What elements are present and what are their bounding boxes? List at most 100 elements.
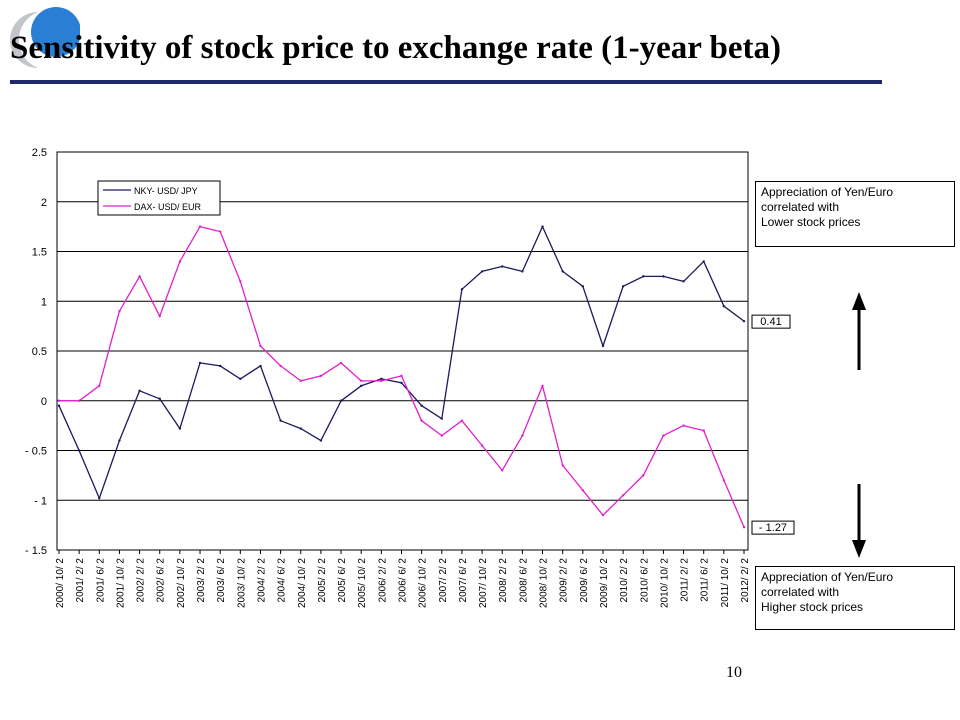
data-point [299,427,302,430]
oecd-logo [10,7,80,68]
data-point [138,275,141,278]
legend-label: DAX- USD/ EUR [134,202,202,212]
x-tick-label: 2006/ 6/ 2 [398,558,409,603]
x-tick-label: 2009/ 10/ 2 [599,558,610,608]
x-tick-label: 2007/ 6/ 2 [458,558,469,603]
data-point [339,361,343,365]
data-point [118,310,121,313]
data-point [178,260,182,263]
data-point [239,280,242,283]
data-point [299,379,302,383]
x-tick-label: 2011/ 10/ 2 [720,558,731,608]
data-point [158,314,161,318]
data-point [621,494,625,497]
data-point [218,364,222,368]
x-tick-label: 2003/ 10/ 2 [236,558,247,608]
data-point [682,280,685,283]
data-point [198,361,202,365]
data-point [57,404,61,407]
x-tick-label: 2007/ 10/ 2 [478,558,489,608]
data-point [57,399,61,402]
data-point [662,275,665,278]
x-tick-label: 2002/ 2/ 2 [136,558,147,603]
note-lower-stock-prices: Appreciation of Yen/Euro correlated with… [755,181,955,247]
data-point [642,275,645,278]
data-point [77,449,81,452]
data-point [420,404,423,407]
y-tick-label: 1 [41,296,47,308]
up-arrow-icon [852,292,866,370]
data-point [198,225,202,228]
x-tick-label: 2004/ 2/ 2 [256,558,267,603]
data-point [521,434,524,437]
data-point [601,344,605,348]
x-tick-label: 2006/ 2/ 2 [377,558,388,603]
x-tick-label: 2012/ 2/ 2 [740,558,751,603]
end-value-box [751,314,791,329]
data-point [621,285,625,288]
note-bottom-line-1: Appreciation of Yen/Euro [761,570,894,584]
x-tick-label: 2002/ 10/ 2 [176,558,187,608]
x-tick-label: 2011/ 2/ 2 [680,558,691,602]
data-point [380,379,383,383]
legend-label: NKY- USD/ JPY [134,186,198,196]
data-point [561,464,564,467]
x-tick-label: 2008/ 6/ 2 [518,558,529,603]
data-point [440,434,443,437]
note-top-line-3: Lower stock prices [761,215,861,229]
x-tick-label: 2001/ 2/ 2 [75,558,86,603]
data-point [239,377,242,381]
data-point [339,399,343,402]
data-point [360,384,363,388]
data-point [480,444,484,447]
data-point [642,474,645,477]
data-point [158,397,161,400]
x-tick-label: 2004/ 6/ 2 [277,558,288,603]
data-point [541,384,544,388]
x-tick-label: 2010/ 6/ 2 [639,558,650,603]
data-point [259,364,262,368]
x-tick-label: 2010/ 2/ 2 [619,558,630,603]
note-top-line-2: correlated with [761,200,840,214]
x-tick-label: 2005/ 2/ 2 [317,558,328,603]
data-point [138,389,141,392]
data-point [501,469,504,472]
data-point [742,525,746,529]
legend-box [97,180,221,216]
y-tick-label: - 0.5 [25,446,47,458]
end-value-label: - 1.27 [759,522,787,534]
x-tick-label: 2005/ 10/ 2 [357,558,368,608]
data-point [259,344,262,348]
y-tick-label: 1.5 [32,247,47,259]
title-rule [10,80,882,84]
x-tick-label: 2009/ 2/ 2 [559,558,570,603]
data-point [722,305,726,308]
data-point [440,417,443,420]
x-tick-label: 2008/ 10/ 2 [539,558,550,608]
y-tick-label: - 1.5 [25,545,47,557]
y-tick-label: 2 [41,197,47,209]
data-point [319,374,323,378]
data-point [501,265,504,268]
y-tick-label: 0 [41,396,47,408]
x-tick-label: 2011/ 6/ 2 [700,558,711,602]
data-point [742,319,746,323]
data-point [400,381,403,385]
data-point [702,429,705,432]
series-line-nky-usd-jpy [58,225,745,499]
x-tick-label: 2003/ 6/ 2 [216,558,227,603]
data-point [541,225,544,228]
note-higher-stock-prices: Appreciation of Yen/Euro correlated with… [755,566,955,630]
data-point [702,260,705,263]
note-bottom-line-2: correlated with [761,585,840,599]
x-tick-label: 2002/ 6/ 2 [156,558,167,603]
data-point [420,419,423,422]
data-point [178,427,182,430]
x-tick-label: 2007/ 2/ 2 [438,558,449,603]
data-point [662,434,665,437]
note-top-line-1: Appreciation of Yen/Euro [761,185,894,199]
x-tick-label: 2003/ 2/ 2 [196,558,207,603]
data-point [77,399,81,402]
x-tick-label: 2005/ 6/ 2 [337,558,348,603]
